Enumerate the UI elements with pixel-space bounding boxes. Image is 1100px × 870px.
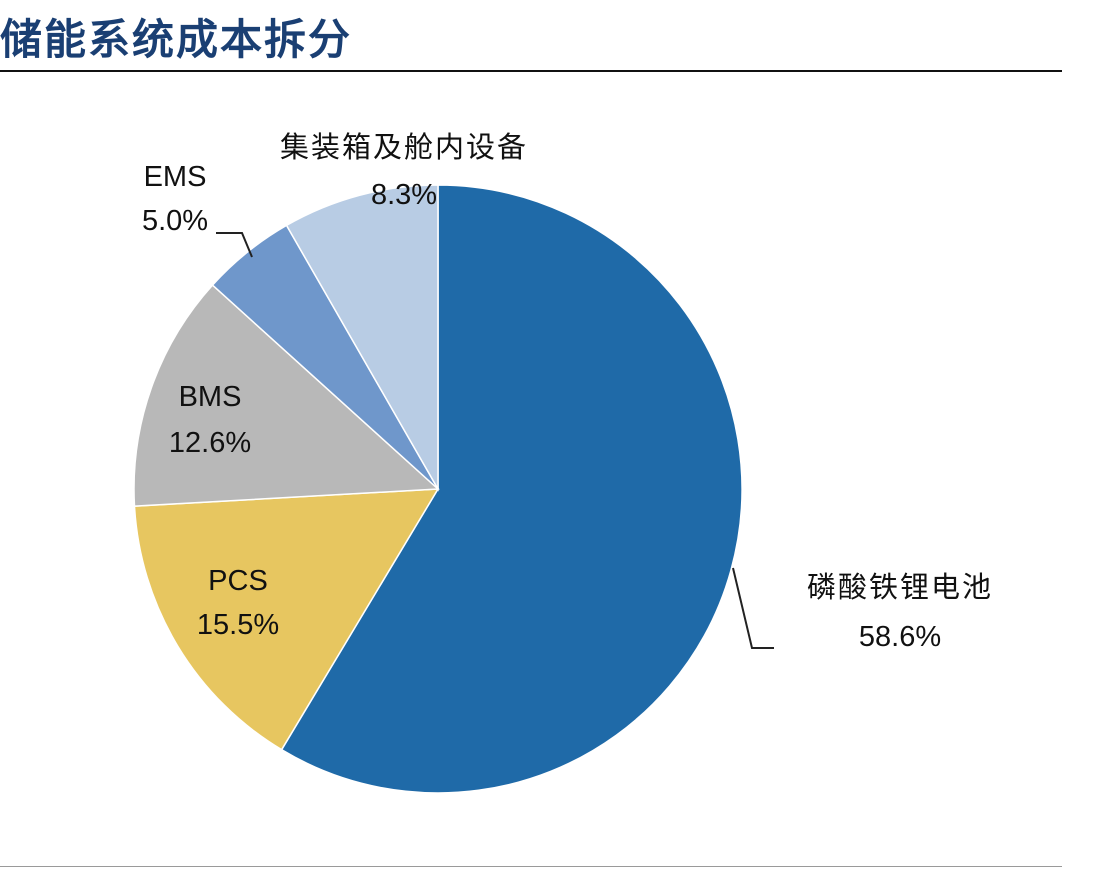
slice-container: [285, 184, 439, 492]
slice-labels: 磷酸铁锂电池 58.6% PCS 15.5% BMS 12.6% EMS 5.0…: [142, 130, 993, 653]
slice-value-pcs: 15.5%: [197, 609, 279, 641]
slice-value-container: 8.3%: [371, 179, 437, 211]
slice-label-ems: EMS: [144, 161, 207, 193]
leader-line-battery: [732, 567, 774, 649]
slice-label-container: 集装箱及舱内设备: [280, 130, 528, 164]
bottom-divider: [0, 866, 1062, 867]
leader-line-ems: [216, 232, 253, 258]
slice-bms: [133, 284, 440, 507]
pie-slices: [133, 184, 743, 794]
slice-value-bms: 12.6%: [169, 427, 251, 459]
slice-label-bms: BMS: [179, 381, 242, 413]
slice-pcs: [133, 488, 440, 751]
leader-lines: [216, 232, 774, 649]
title-divider: [0, 70, 1062, 72]
slice-label-pcs: PCS: [208, 565, 268, 597]
slice-value-ems: 5.0%: [142, 205, 208, 237]
slice-battery: [280, 184, 743, 794]
slice-value-battery: 58.6%: [859, 621, 941, 653]
page-title: 储能系统成本拆分: [0, 15, 353, 64]
slice-label-battery: 磷酸铁锂电池: [807, 570, 993, 604]
